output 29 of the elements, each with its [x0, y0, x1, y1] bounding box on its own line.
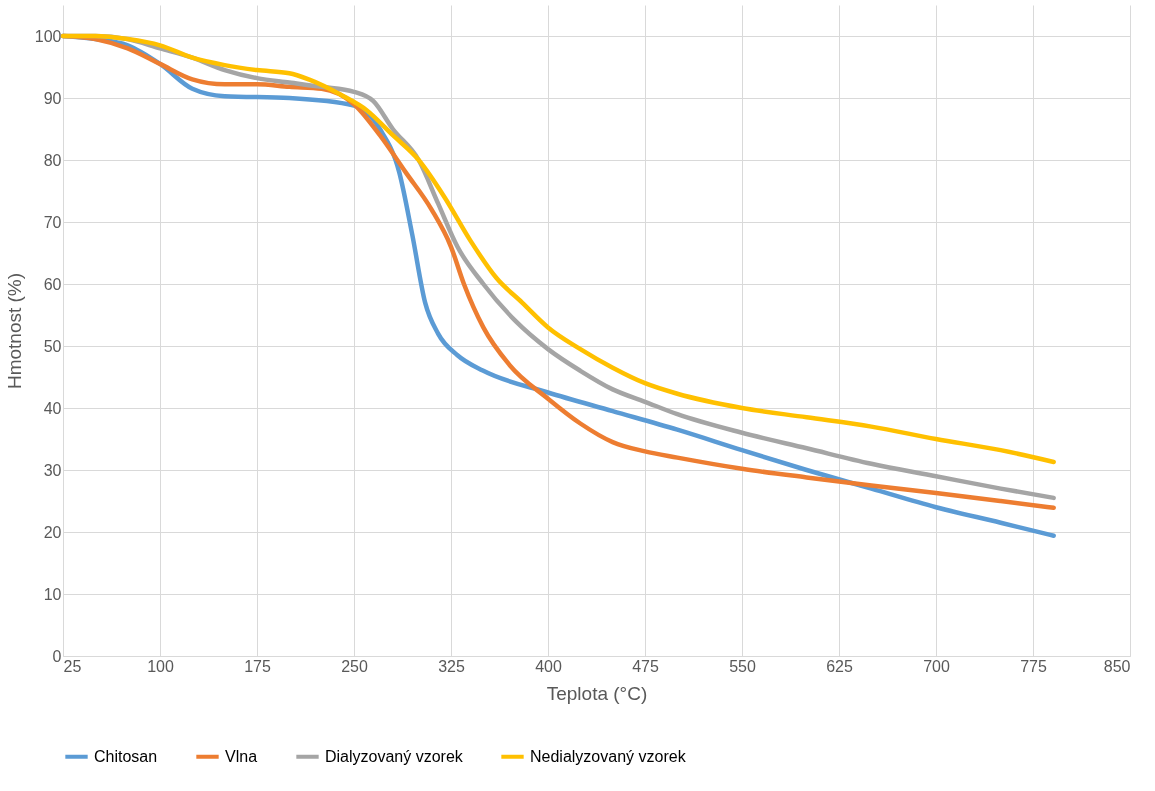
- x-tick-label: 625: [826, 657, 853, 675]
- x-tick-label: 850: [1103, 657, 1131, 675]
- x-axis-title: Teplota (°C): [546, 682, 648, 704]
- y-tick-label: 60: [43, 275, 62, 293]
- y-tick-label: 40: [43, 399, 62, 417]
- y-tick-label: 70: [43, 213, 62, 231]
- y-tick-label: 100: [34, 27, 62, 45]
- x-tick-label: 100: [147, 657, 174, 675]
- y-tick-label: 10: [43, 585, 62, 603]
- x-tick-label: 25: [63, 657, 82, 675]
- legend-label: Nedialyzovaný vzorek: [530, 747, 687, 765]
- y-tick-label: 50: [43, 337, 62, 355]
- y-tick-label: 0: [52, 647, 62, 665]
- x-tick-label: 250: [341, 657, 368, 675]
- x-tick-label: 400: [535, 657, 562, 675]
- x-tick-label: 175: [244, 657, 271, 675]
- x-tick-label: 700: [923, 657, 950, 675]
- y-tick-label: 20: [43, 523, 62, 541]
- y-axis-title: Hmotnost (%): [3, 272, 25, 390]
- legend-label: Dialyzovaný vzorek: [325, 747, 464, 765]
- y-tick-label: 80: [43, 151, 62, 169]
- x-tick-label: 550: [729, 657, 756, 675]
- x-tick-label: 325: [438, 657, 465, 675]
- legend-label: Vlna: [225, 747, 258, 765]
- x-tick-label: 475: [632, 657, 659, 675]
- y-tick-label: 90: [43, 89, 62, 107]
- x-tick-label: 775: [1020, 657, 1047, 675]
- y-tick-label: 30: [43, 461, 62, 479]
- legend-label: Chitosan: [94, 747, 158, 765]
